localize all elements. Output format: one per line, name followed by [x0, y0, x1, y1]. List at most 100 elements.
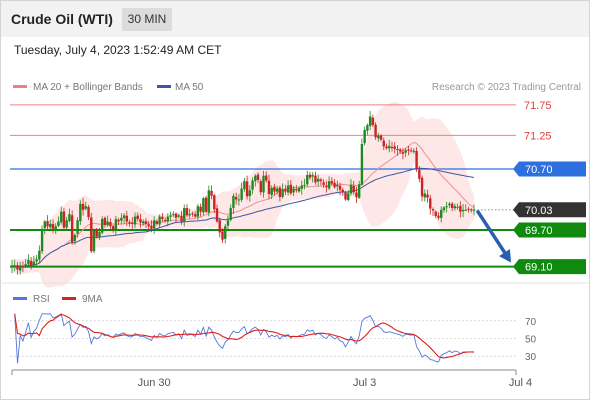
candle-body [284, 189, 287, 192]
candle-body [40, 228, 44, 252]
candle-body [418, 170, 421, 179]
ma50-legend-label: MA 50 [175, 82, 204, 93]
candle-body [84, 206, 88, 209]
candle-body [204, 197, 208, 212]
ma20-legend-swatch [13, 85, 27, 88]
candle-body [218, 220, 221, 233]
candle-body [191, 213, 194, 215]
candle-body [254, 175, 257, 182]
candle-body [174, 213, 178, 218]
candle-body [199, 206, 202, 212]
candle-body [180, 215, 183, 222]
candle-body [243, 181, 246, 190]
candle-body [439, 209, 443, 218]
candle-body [292, 188, 295, 193]
candlesticks [10, 110, 476, 275]
candle-body [158, 216, 161, 225]
target-price-tag-text: 69.10 [525, 262, 553, 274]
candle-body [19, 265, 22, 271]
candle-body [79, 203, 82, 222]
candle-body [330, 181, 334, 184]
rsi-legend-label: RSI [33, 294, 50, 305]
candle-body [286, 185, 290, 193]
candle-body [172, 214, 175, 216]
candle-body [60, 211, 63, 223]
candle-body [155, 221, 159, 224]
candle-body [464, 209, 467, 211]
rsi-tick-label: 70 [525, 317, 537, 328]
candle-body [366, 125, 369, 131]
candle-body [207, 190, 211, 213]
candle-body [325, 185, 328, 188]
instrument-title: Crude Oil (WTI) [11, 11, 113, 27]
candle-body [262, 175, 265, 193]
candle-body [396, 148, 399, 151]
candle-body [347, 193, 350, 201]
candle-body [68, 214, 71, 222]
ma20-line [11, 141, 475, 268]
candle-body [412, 150, 416, 152]
candle-body [109, 222, 112, 227]
candle-body [423, 193, 426, 198]
candle-body [237, 199, 241, 201]
candle-body [152, 220, 156, 229]
candle-body [70, 215, 74, 243]
candle-body [131, 222, 134, 224]
candle-body [128, 222, 131, 224]
bollinger-bands [12, 102, 474, 288]
rsi-tick-label: 30 [525, 352, 537, 363]
candle-body [21, 265, 25, 267]
candle-body [54, 226, 57, 230]
candle-body [10, 265, 14, 268]
candle-body [24, 264, 27, 267]
candle-body [125, 215, 129, 222]
candle-body [377, 135, 380, 139]
candle-body [169, 215, 172, 217]
candle-body [101, 219, 104, 233]
candle-body [161, 216, 164, 219]
candle-body [306, 175, 309, 185]
candle-body [404, 150, 407, 153]
candle-body [368, 116, 372, 126]
candle-body [453, 206, 457, 209]
candle-body [65, 220, 68, 228]
candle-body [62, 211, 66, 228]
candle-body [13, 265, 16, 267]
timeframe-badge[interactable]: 30 MIN [122, 8, 172, 31]
candle-body [240, 188, 243, 200]
time-axis: Jun 30 Jul 3 Jul 4 [11, 369, 532, 389]
target-price-tag [513, 259, 586, 275]
last_price-price-tag-text: 70.03 [525, 205, 553, 217]
candle-body [38, 250, 41, 260]
candle-body [360, 143, 364, 185]
candle-body [81, 203, 85, 210]
candle-body [150, 225, 153, 229]
rsi-ma-line [14, 313, 475, 359]
candle-body [144, 221, 148, 224]
price-tags: 71.75 71.25 70.70 70.03 69.70 69.10 [513, 100, 586, 275]
candle-body [232, 195, 235, 208]
candle-body [221, 231, 224, 240]
bollinger-band-area [12, 102, 474, 288]
chart-datetime: Tuesday, July 4, 2023 1:52:49 AM CET [14, 43, 222, 57]
candle-body [210, 190, 213, 196]
candle-body [338, 185, 342, 190]
candle-body [202, 198, 205, 213]
candle-body [431, 209, 435, 211]
candle-body [29, 260, 33, 266]
candle-body [420, 177, 424, 197]
candle-body [114, 219, 118, 231]
candle-body [215, 208, 219, 222]
candle-body [415, 151, 418, 169]
rsi-legend-swatch [13, 297, 27, 300]
candle-body [265, 175, 268, 181]
candle-body [472, 209, 476, 211]
candle-body [374, 124, 377, 138]
candle-body [226, 220, 230, 226]
ma50-legend-swatch [157, 85, 171, 88]
ma20-legend-label: MA 20 + Bollinger Bands [33, 82, 143, 93]
candle-body [251, 180, 254, 190]
pivot-price-tag-text: 70.70 [525, 164, 553, 176]
candle-body [333, 182, 336, 188]
